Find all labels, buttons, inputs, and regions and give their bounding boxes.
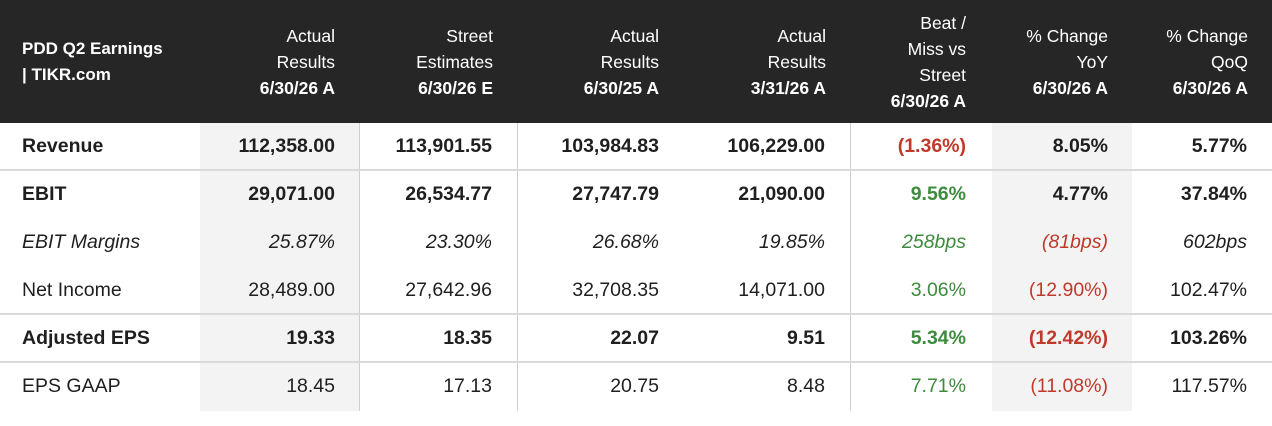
col-header-period: 6/30/26 A (1172, 77, 1248, 98)
cell-change-qoq: 117.57% (1171, 375, 1247, 397)
cell-change-yoy: 4.77% (1052, 183, 1108, 205)
col-header-line: Results (767, 51, 826, 72)
cell-change-qoq: 5.77% (1191, 135, 1247, 157)
cell-change-yoy: (12.42%) (1028, 327, 1108, 349)
cell-beat-miss: 3.06% (910, 279, 966, 301)
col-header-line: Street (919, 64, 966, 85)
column-divider (359, 123, 360, 411)
cell-actual-q2-25: 26.68% (592, 231, 659, 253)
cell-street-estimate: 113,901.55 (395, 135, 492, 157)
cell-beat-miss: 258bps (902, 231, 966, 253)
col-header-line: % Change (1166, 25, 1248, 46)
table-row-ebit: EBIT 29,071.00 26,534.77 27,747.79 21,09… (0, 170, 1272, 218)
cell-street-estimate: 27,642.96 (405, 279, 492, 301)
cell-street-estimate: 17.13 (443, 375, 492, 397)
cell-change-yoy: 8.05% (1052, 135, 1108, 157)
col-header-line: Miss vs (907, 38, 966, 59)
table-row-revenue: Revenue 112,358.00 113,901.55 103,984.83… (0, 122, 1272, 170)
row-divider (0, 361, 1272, 363)
table-title: PDD Q2 Earnings | TIKR.com (22, 0, 202, 123)
col-header-actual-q2-25: Actual Results 6/30/25 A (518, 0, 659, 123)
table-header: PDD Q2 Earnings | TIKR.com Actual Result… (0, 0, 1272, 123)
col-header-line: YoY (1076, 51, 1108, 72)
row-divider (0, 313, 1272, 315)
row-label: Adjusted EPS (22, 327, 150, 349)
col-header-line: Estimates (416, 51, 493, 72)
row-divider (0, 169, 1272, 171)
cell-actual-q2-25: 103,984.83 (561, 135, 659, 157)
cell-actual-q2-26: 29,071.00 (248, 183, 335, 205)
cell-change-qoq: 37.84% (1180, 183, 1247, 205)
column-divider (517, 123, 518, 411)
col-header-period: 6/30/26 E (418, 77, 493, 98)
cell-change-yoy: (12.90%) (1028, 279, 1108, 301)
table-row-ebit-margins: EBIT Margins 25.87% 23.30% 26.68% 19.85%… (0, 218, 1272, 266)
table-row-adjusted-eps: Adjusted EPS 19.33 18.35 22.07 9.51 5.34… (0, 314, 1272, 362)
cell-actual-q2-26: 112,358.00 (238, 135, 335, 157)
cell-actual-q2-26: 18.45 (286, 375, 335, 397)
cell-street-estimate: 23.30% (425, 231, 492, 253)
col-header-line: Actual (286, 25, 335, 46)
title-line-1: PDD Q2 Earnings (22, 38, 163, 58)
table-row-net-income: Net Income 28,489.00 27,642.96 32,708.35… (0, 266, 1272, 314)
cell-beat-miss: 9.56% (910, 183, 966, 205)
cell-change-qoq: 103.26% (1170, 327, 1247, 349)
cell-actual-q2-26: 28,489.00 (248, 279, 335, 301)
col-header-change-qoq: % Change QoQ 6/30/26 A (1133, 0, 1248, 123)
row-label: EPS GAAP (22, 375, 121, 397)
shaded-column-yoy (992, 123, 1132, 411)
title-line-2: | TIKR.com (22, 64, 111, 84)
cell-actual-q2-25: 27,747.79 (572, 183, 659, 205)
row-label: Revenue (22, 135, 104, 157)
cell-street-estimate: 26,534.77 (405, 183, 492, 205)
column-divider (850, 123, 851, 411)
col-header-actual-q1-26: Actual Results 3/31/26 A (690, 0, 826, 123)
cell-actual-q1-26: 8.48 (787, 375, 825, 397)
cell-change-qoq: 102.47% (1170, 279, 1247, 301)
col-header-line: Results (276, 51, 335, 72)
col-header-line: % Change (1026, 25, 1108, 46)
cell-beat-miss: (1.36%) (897, 135, 966, 157)
col-header-line: Results (600, 51, 659, 72)
col-header-line: Actual (777, 25, 826, 46)
col-header-line: QoQ (1211, 51, 1248, 72)
col-header-beat-miss: Beat / Miss vs Street 6/30/26 A (851, 0, 966, 123)
cell-change-qoq: 602bps (1183, 231, 1247, 253)
col-header-street-estimates: Street Estimates 6/30/26 E (360, 0, 493, 123)
col-header-line: Beat / (920, 12, 966, 33)
cell-beat-miss: 5.34% (910, 327, 966, 349)
cell-street-estimate: 18.35 (443, 327, 492, 349)
cell-actual-q1-26: 21,090.00 (738, 183, 825, 205)
cell-beat-miss: 7.71% (910, 375, 966, 397)
cell-actual-q2-26: 25.87% (268, 231, 335, 253)
col-header-period: 6/30/26 A (1032, 77, 1108, 98)
cell-actual-q1-26: 106,229.00 (727, 135, 825, 157)
shaded-column-actual (200, 123, 359, 411)
col-header-period: 6/30/25 A (583, 77, 659, 98)
row-label: Net Income (22, 279, 122, 301)
cell-change-yoy: (11.08%) (1030, 375, 1108, 397)
col-header-period: 6/30/26 A (259, 77, 335, 98)
row-label: EBIT Margins (22, 231, 141, 253)
row-label: EBIT (22, 183, 67, 205)
col-header-line: Street (446, 25, 493, 46)
col-header-line: Actual (610, 25, 659, 46)
cell-actual-q1-26: 14,071.00 (738, 279, 825, 301)
cell-actual-q1-26: 9.51 (787, 327, 825, 349)
col-header-change-yoy: % Change YoY 6/30/26 A (992, 0, 1108, 123)
cell-change-yoy: (81bps) (1041, 231, 1108, 253)
cell-actual-q2-25: 20.75 (610, 375, 659, 397)
cell-actual-q2-26: 19.33 (286, 327, 335, 349)
col-header-period: 6/30/26 A (890, 90, 966, 111)
col-header-actual-q2-26: Actual Results 6/30/26 A (200, 0, 335, 123)
cell-actual-q2-25: 32,708.35 (572, 279, 659, 301)
col-header-period: 3/31/26 A (750, 77, 826, 98)
cell-actual-q2-25: 22.07 (610, 327, 659, 349)
cell-actual-q1-26: 19.85% (758, 231, 825, 253)
table-row-eps-gaap: EPS GAAP 18.45 17.13 20.75 8.48 7.71% (1… (0, 362, 1272, 410)
